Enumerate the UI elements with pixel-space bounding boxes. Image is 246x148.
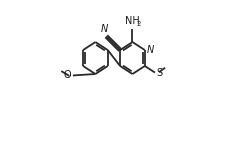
- Text: N: N: [101, 25, 108, 34]
- Text: 2: 2: [137, 21, 141, 27]
- Text: S: S: [157, 67, 163, 78]
- Text: O: O: [64, 70, 72, 81]
- Text: NH: NH: [125, 16, 140, 26]
- Text: N: N: [146, 45, 154, 55]
